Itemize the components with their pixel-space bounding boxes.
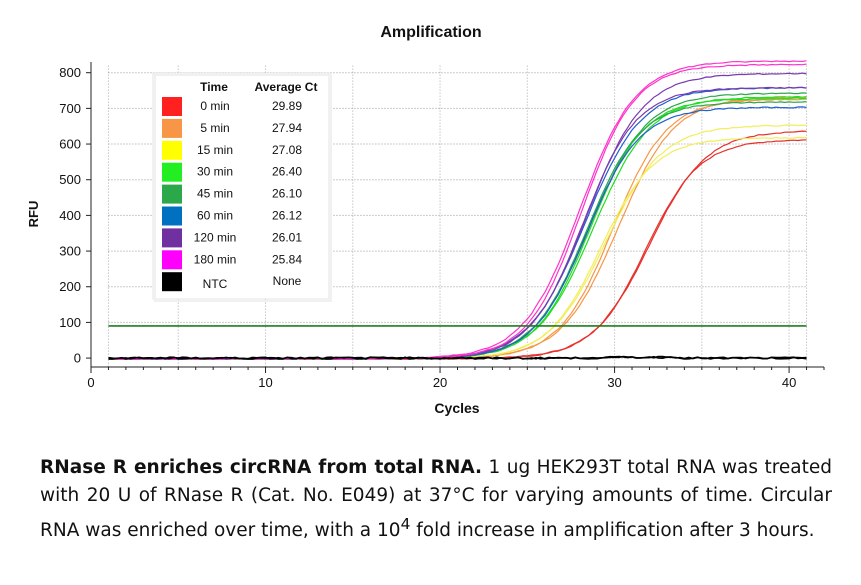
x-axis-label: Cycles bbox=[434, 400, 479, 416]
legend-entry-ct: 26.40 bbox=[272, 165, 302, 179]
legend-entry-ct: 26.10 bbox=[272, 187, 302, 201]
y-tick-label: 300 bbox=[59, 244, 81, 259]
legend-entry-label: 30 min bbox=[197, 165, 233, 179]
legend-swatch bbox=[162, 118, 182, 138]
series-curve bbox=[108, 355, 807, 360]
legend-entry-label: 0 min bbox=[200, 99, 229, 113]
legend-entry-ct: None bbox=[273, 274, 302, 288]
legend-entry-ct: 25.84 bbox=[272, 252, 302, 266]
legend-entry-label: 60 min bbox=[197, 209, 233, 223]
x-tick-label: 20 bbox=[433, 375, 447, 390]
legend-box bbox=[152, 72, 330, 300]
legend-swatch bbox=[162, 162, 182, 182]
legend-entry-ct: 27.08 bbox=[272, 143, 302, 157]
legend-entry-ct: 26.12 bbox=[272, 209, 302, 223]
legend-swatch bbox=[162, 228, 182, 248]
y-tick-label: 100 bbox=[59, 315, 81, 330]
x-tick-label: 10 bbox=[258, 375, 272, 390]
series-lines bbox=[108, 60, 807, 360]
x-tick-label: 0 bbox=[87, 375, 94, 390]
legend-swatch bbox=[162, 140, 182, 160]
legend-entry-label: 120 min bbox=[194, 230, 237, 244]
y-tick-label: 200 bbox=[59, 279, 81, 294]
y-tick-label: 700 bbox=[59, 101, 81, 116]
legend: Time Average Ct 0 min 29.89 5 min 27.94 15 min… bbox=[152, 72, 332, 302]
legend-entry-ct: 27.94 bbox=[272, 121, 302, 135]
x-tick-label: 30 bbox=[607, 375, 621, 390]
caption-text-2: fold increase in amplification after 3 h… bbox=[410, 520, 815, 542]
legend-swatch bbox=[162, 250, 182, 270]
legend-entry-label: NTC bbox=[203, 277, 228, 291]
y-tick-label: 500 bbox=[59, 172, 81, 187]
caption-superscript: 4 bbox=[400, 515, 411, 533]
y-tick-label: 0 bbox=[74, 351, 81, 366]
legend-swatch bbox=[162, 272, 182, 292]
y-axis-label: RFU bbox=[26, 201, 41, 228]
legend-entry-label: 5 min bbox=[200, 121, 229, 135]
caption-text-1: 1 ug HEK293T total RNA was treated with … bbox=[40, 457, 833, 542]
legend-swatch bbox=[162, 184, 182, 204]
y-tick-label: 600 bbox=[59, 137, 81, 152]
legend-swatch bbox=[162, 97, 182, 116]
y-tick-label: 800 bbox=[59, 65, 81, 80]
y-tick-label: 400 bbox=[59, 208, 81, 223]
legend-entry-label: 15 min bbox=[197, 143, 233, 157]
legend-entry-label: 180 min bbox=[194, 252, 237, 266]
legend-entry-ct: 26.01 bbox=[272, 230, 302, 244]
legend-header-time: Time bbox=[200, 80, 228, 94]
legend-shadow bbox=[154, 74, 332, 302]
chart-title: Amplification bbox=[380, 24, 481, 41]
amplification-chart: Amplification RFU Cycles 010020030040050… bbox=[26, 24, 825, 416]
legend-entry-ct: 29.89 bbox=[272, 99, 302, 113]
legend-entry-label: 45 min bbox=[197, 187, 233, 201]
legend-header-ct: Average Ct bbox=[255, 80, 318, 94]
caption-bold: RNase R enriches circRNA from total RNA. bbox=[40, 457, 483, 478]
axes: 0 100 200 300 400 500 600 700 800 0 10 20 30 40 bbox=[59, 62, 825, 390]
x-tick-label: 40 bbox=[782, 375, 796, 390]
figure-caption: RNase R enriches circRNA from total RNA.… bbox=[40, 454, 832, 545]
legend-swatch bbox=[162, 206, 182, 226]
